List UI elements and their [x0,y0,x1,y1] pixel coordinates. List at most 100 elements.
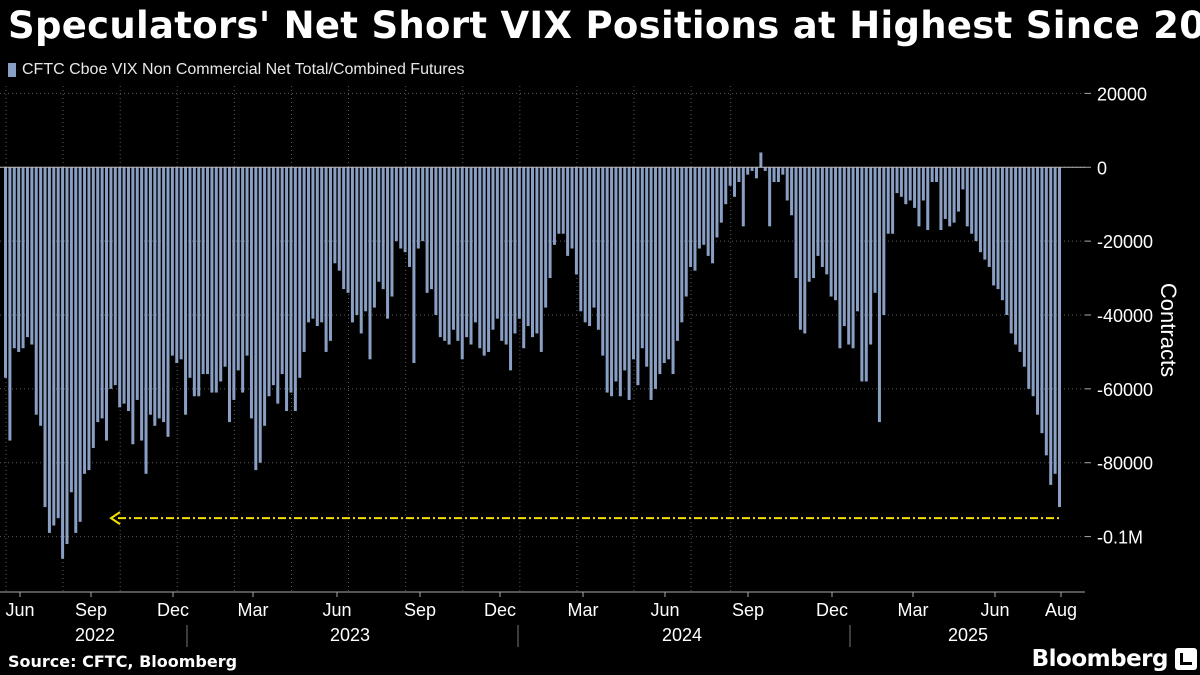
bar [746,167,750,175]
bar [298,167,302,378]
bar [491,167,495,330]
bar [649,167,653,400]
bar [495,167,499,319]
bar [596,167,600,330]
bar [711,167,715,264]
bar [886,167,890,234]
bar [873,167,877,293]
bar [737,167,741,183]
bar [548,167,552,279]
bar [192,167,196,397]
bar [355,167,359,315]
bar [188,167,192,378]
bar [1049,167,1053,485]
bar [131,167,135,445]
bar [412,167,416,364]
bar [702,167,706,245]
bar [667,167,671,360]
x-year-label: 2024 [662,625,702,645]
bar [574,167,578,275]
bar [961,167,965,190]
bar [232,167,236,400]
bar [776,167,780,183]
bar [992,167,996,286]
bar [153,167,157,426]
bar [614,167,618,382]
bar [851,167,855,349]
bar [206,167,210,375]
y-tick-label: -40000 [1097,306,1153,326]
x-tick-label: Sep [732,600,764,620]
bar [43,167,47,508]
bar [759,152,763,168]
bar [4,167,7,378]
bar [118,167,122,408]
bar [623,167,627,371]
bar [917,167,921,227]
x-tick-label: Mar [568,600,599,620]
bar [965,167,969,227]
bar [324,167,328,352]
bar [838,167,842,349]
bar [258,167,262,463]
bar [350,167,354,323]
bar [425,167,429,293]
bar [381,167,385,290]
bar [377,167,381,282]
bar [983,167,987,260]
bar [227,167,231,423]
bar [394,167,398,242]
bar [539,167,543,352]
bar [346,167,350,293]
bar [610,167,614,397]
legend-label: CFTC Cboe VIX Non Commercial Net Total/C… [22,61,465,78]
bar [728,167,732,186]
bar [798,167,802,330]
bar [254,167,258,471]
y-tick-label: -20000 [1097,232,1153,252]
bar [825,167,829,275]
bar [140,167,144,441]
bar [935,167,939,183]
bar [1000,167,1004,301]
bar [1031,167,1035,397]
bar [328,167,332,341]
bar [399,167,403,249]
x-year-label: 2025 [948,625,988,645]
bar [201,167,205,375]
x-tick-label: Mar [898,600,929,620]
bar [750,167,754,171]
bar [241,167,245,393]
bar [451,167,455,330]
bar [601,167,605,356]
bar [939,167,943,231]
bar [715,167,719,238]
bar [978,167,982,253]
bar [473,167,477,323]
bar [482,167,486,356]
bar [921,167,925,201]
bar [166,167,170,437]
bar [816,167,820,256]
bar [882,167,886,315]
bar [583,167,587,323]
bar [500,167,504,341]
bar [368,167,372,360]
bar [52,167,56,526]
bar [434,167,438,315]
bar [1009,167,1013,334]
bar [724,167,728,205]
y-tick-label: 20000 [1097,84,1147,104]
bar [236,167,240,371]
bar [263,167,267,426]
x-year-label: 2023 [330,625,370,645]
bar [469,167,473,345]
bar [697,167,701,249]
bar [408,167,412,267]
bar [12,167,16,349]
bar [214,167,218,393]
bar [1027,167,1031,389]
bar [359,167,363,334]
bar [487,167,491,352]
